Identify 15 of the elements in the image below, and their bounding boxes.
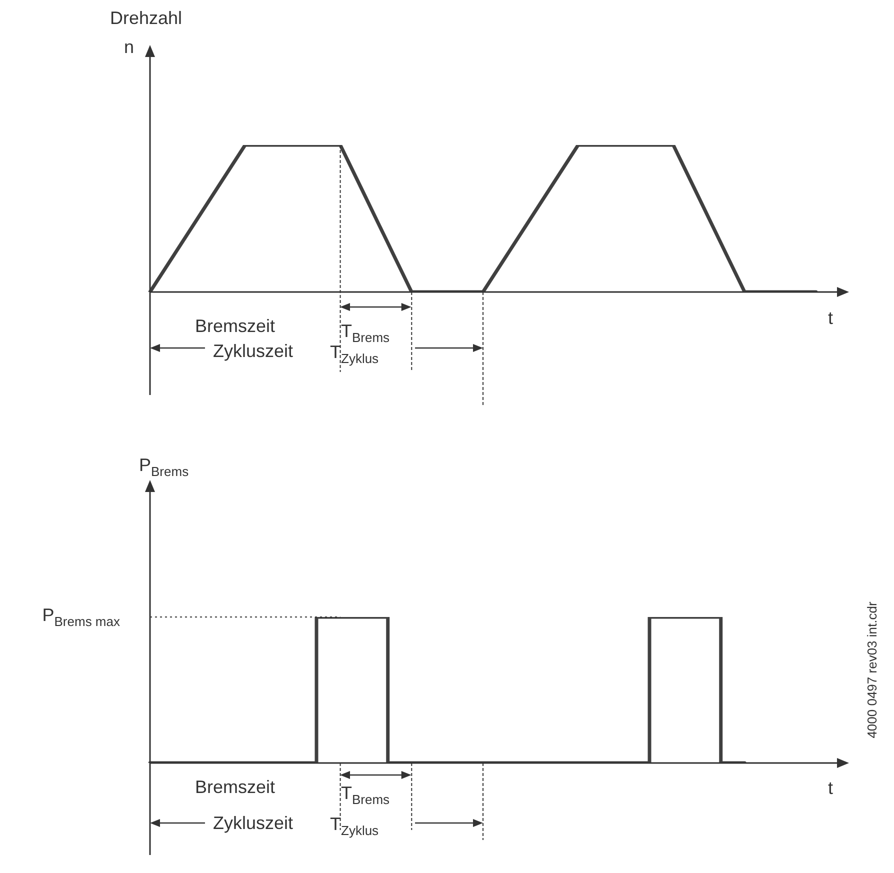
text: Zykluszeit: [213, 813, 294, 833]
text: Zykluszeit: [213, 341, 294, 361]
y-axis-title: P$_{Brems}$: [139, 455, 189, 479]
y-axis-title: n: [124, 37, 134, 57]
text: T$_{Zyklus}$: [330, 814, 379, 838]
x-axis-title: t: [828, 778, 834, 798]
text: Bremszeit: [195, 777, 276, 797]
text: T$_{Brems}$: [341, 321, 390, 345]
text: T$_{Brems}$: [341, 783, 390, 807]
text: Bremszeit: [195, 316, 276, 336]
text: 4000 0497 rev03 int.cdr: [864, 602, 880, 738]
ref-line-label: P$_{Brems max}$: [42, 605, 120, 629]
text: T$_{Zyklus}$: [330, 342, 379, 366]
chart-title: Drehzahl: [110, 8, 182, 28]
x-axis-title: t: [828, 308, 834, 328]
